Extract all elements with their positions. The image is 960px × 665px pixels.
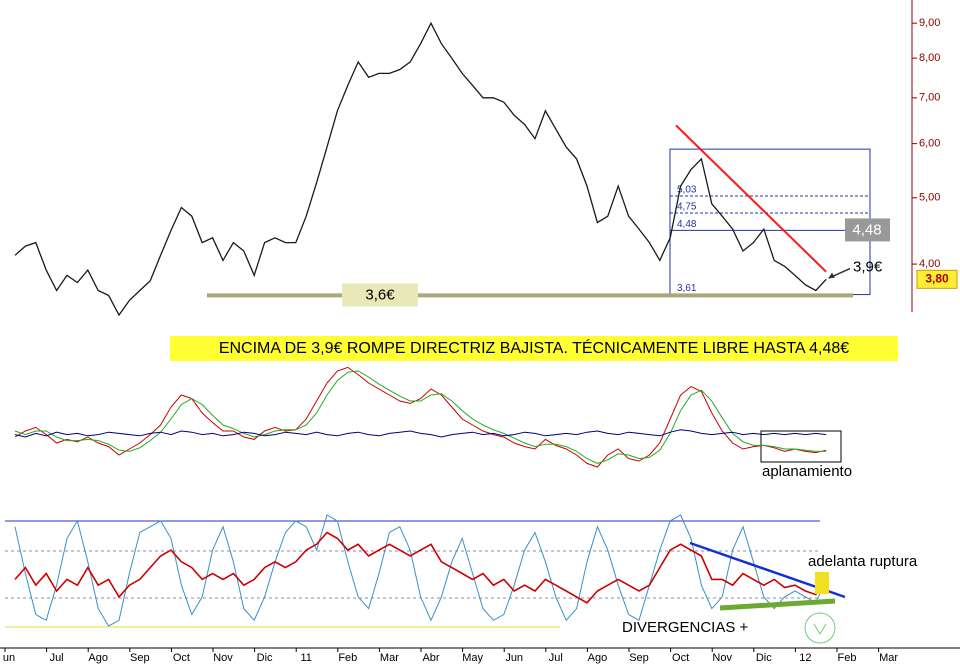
target-box [845, 218, 890, 242]
osc-line [14, 514, 827, 627]
y-tick-label: 6,00 [919, 138, 940, 150]
x-tick-label: Feb [838, 652, 857, 664]
x-tick-label: Jun [505, 652, 523, 664]
x-tick-label: May [462, 652, 483, 664]
x-tick-label: Mar [380, 652, 399, 664]
x-tick-label: Oct [672, 652, 689, 664]
x-tick-label: Sep [130, 652, 150, 664]
arrow-head [828, 272, 835, 279]
x-tick-label: Sep [629, 652, 649, 664]
x-tick-label: 11 [300, 652, 311, 664]
last-box [916, 269, 958, 289]
y-tick-label: 7,00 [919, 92, 940, 104]
target-label: 4,48 [852, 221, 881, 238]
osc-line [14, 429, 827, 438]
x-tick-label: Oct [173, 652, 190, 664]
highlight [815, 572, 829, 594]
price-line [14, 21, 827, 317]
x-tick-label: Nov [213, 652, 233, 664]
circle [804, 612, 836, 644]
osc-line [14, 370, 827, 464]
x-tick-label: Feb [338, 652, 357, 664]
fib-label: 3,61 [677, 283, 697, 294]
x-tick-label: Ago [88, 652, 108, 664]
x-tick-label: Nov [712, 652, 732, 664]
y-tick-label: 9,00 [919, 17, 940, 29]
x-tick-label: Ago [588, 652, 608, 664]
x-tick-label: 12 [799, 652, 811, 664]
x-tick-label: Jul [549, 652, 563, 664]
annotation: aplanamiento [762, 463, 852, 480]
x-tick-label: un [3, 652, 15, 664]
banner: ENCIMA DE 3,9€ ROMPE DIRECTRIZ BAJISTA. … [219, 338, 849, 357]
x-tick-label: Abr [422, 652, 439, 664]
breakout-label: 3,9€ [853, 259, 883, 276]
x-tick-label: Dic [257, 652, 273, 664]
trendline [675, 124, 827, 273]
y-tick-label: 8,00 [919, 52, 940, 64]
x-tick-label: Dic [756, 652, 772, 664]
osc-panel [14, 514, 827, 627]
last-label: 3,80 [925, 271, 949, 285]
y-tick-label: 4,00 [919, 258, 940, 270]
fib-label: 5,03 [677, 185, 697, 196]
support-box [342, 283, 418, 307]
y-tick-label: 5,00 [919, 192, 940, 204]
osc-line [14, 531, 827, 604]
fib-label: 4,75 [677, 202, 697, 213]
divergence-line [719, 598, 836, 611]
banner-bg [170, 336, 898, 361]
annotation: adelanta ruptura [808, 553, 918, 570]
flat-box [760, 430, 842, 463]
mark [813, 623, 827, 635]
osc-line [14, 366, 827, 468]
annotation: DIVERGENCIAS + [622, 619, 749, 636]
support-label: 3,6€ [365, 286, 395, 303]
x-tick-label: Mar [879, 652, 898, 664]
x-tick-label: Jul [50, 652, 64, 664]
fib-label: 4,48 [677, 219, 697, 230]
